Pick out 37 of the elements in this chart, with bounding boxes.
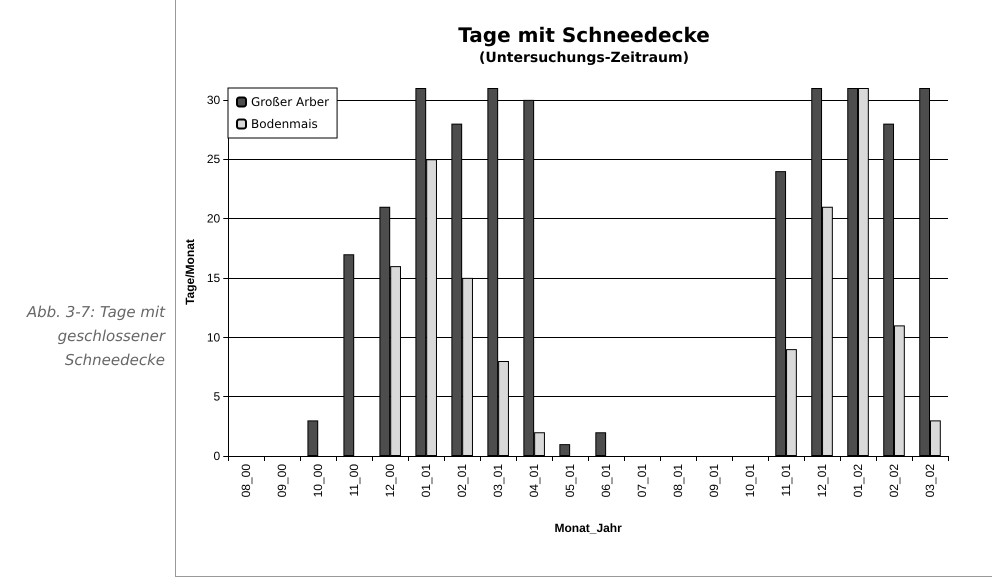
y-tick-label: 10 <box>206 330 221 344</box>
x-tick-label: 11_01 <box>779 464 794 496</box>
x-tick-label: 12_01 <box>815 464 830 498</box>
x-tick-label: 09_01 <box>707 464 722 498</box>
bar <box>595 432 606 456</box>
chart-title: Tage mit Schneedecke <box>458 23 710 47</box>
x-tick-label: 03_01 <box>491 464 506 498</box>
x-tick-label: 02_01 <box>455 464 470 498</box>
chart-subtitle: (Untersuchungs-Zeitraum) <box>479 50 689 66</box>
legend-label: Bodenmais <box>251 117 318 131</box>
y-tick-label: 0 <box>214 449 221 463</box>
y-tick-label: 20 <box>206 212 221 226</box>
x-tick-label: 10_01 <box>743 464 758 498</box>
x-tick-label: 02_02 <box>887 464 902 498</box>
x-tick-label: 05_01 <box>563 464 578 498</box>
x-tick-label: 12_00 <box>383 464 398 498</box>
x-tick-label: 10_00 <box>311 464 326 498</box>
x-tick-label: 07_01 <box>635 464 650 498</box>
x-tick-label: 08_01 <box>671 464 686 498</box>
x-axis-title: Monat_Jahr <box>554 521 622 535</box>
x-tick-label: 03_02 <box>923 464 938 498</box>
y-tick-label: 25 <box>206 152 221 166</box>
bar <box>307 420 318 456</box>
caption: Abb. 3-7: Tage mit geschlossener Schneedecke <box>25 302 165 371</box>
y-axis-title: Tage/Monat <box>183 239 197 305</box>
y-tick-label: 15 <box>206 270 221 285</box>
x-tick-label: 11_00 <box>347 464 362 496</box>
x-tick-label: 01_02 <box>851 464 866 498</box>
x-tick-label: 04_01 <box>527 464 542 498</box>
x-tick-label: 01_01 <box>419 464 434 498</box>
x-tick-label: 08_00 <box>239 464 254 498</box>
legend-label: Großer Arber <box>251 95 330 109</box>
x-tick-label: 09_00 <box>275 464 290 498</box>
y-tick-label: 30 <box>206 92 221 107</box>
x-tick-label: 06_01 <box>599 464 614 498</box>
bar <box>559 444 570 456</box>
y-tick-label: 5 <box>214 390 221 404</box>
